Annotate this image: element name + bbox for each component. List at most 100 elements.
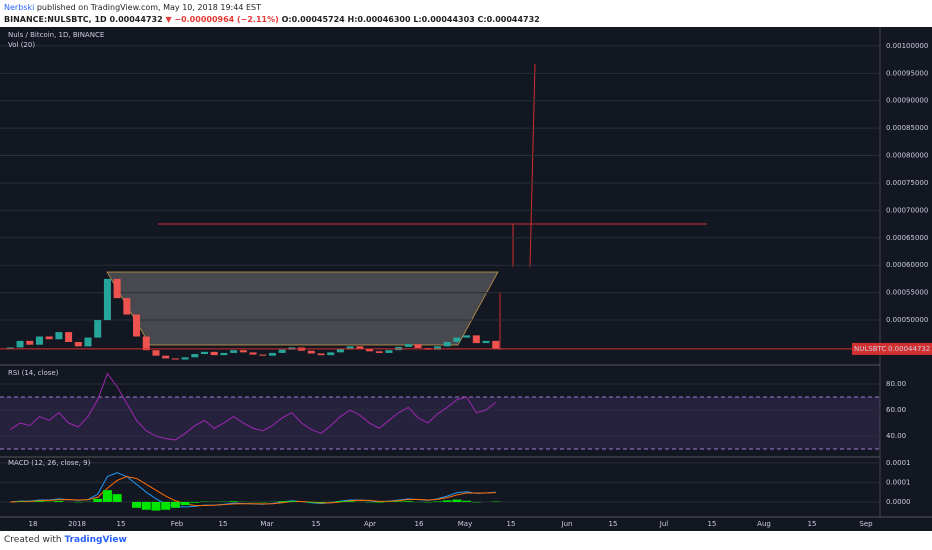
symbol: BINANCE:NULSBTC, 1D — [4, 15, 107, 24]
candle — [336, 349, 344, 353]
candle — [152, 350, 160, 356]
symbol-line: BINANCE:NULSBTC, 1D 0.00044732 ▼ −0.0000… — [4, 15, 540, 24]
x-tick-label: Feb — [171, 520, 184, 528]
candle — [201, 351, 209, 355]
drawing-line — [529, 63, 536, 268]
macd-line — [10, 476, 496, 506]
candle — [472, 335, 480, 344]
histogram-bar — [287, 501, 297, 502]
last: 0.00044732 — [109, 15, 163, 24]
candle — [123, 298, 131, 315]
y-tick-label: 0.0001 — [886, 478, 911, 486]
candle — [317, 353, 325, 356]
histogram-bar — [442, 500, 452, 502]
candle — [482, 340, 490, 344]
candle — [249, 352, 257, 355]
y-tick-label: 60.00 — [886, 406, 906, 414]
published: published on TradingView.com, May 10, 20… — [36, 3, 261, 12]
y-tick-label: 0.00080000 — [886, 152, 928, 160]
pane-title: RSI (14, close) — [8, 369, 59, 377]
candle — [162, 355, 170, 359]
candle — [366, 348, 374, 352]
background — [0, 27, 932, 531]
histogram-bar — [112, 494, 122, 502]
y-tick-label: 0.00085000 — [886, 124, 928, 132]
histogram-bar — [306, 501, 316, 503]
x-tick-label: Mar — [260, 520, 273, 528]
histogram-bar — [190, 501, 200, 503]
y-tick-label: 0.00065000 — [886, 234, 928, 242]
candle — [434, 346, 441, 350]
change: ▼ −0.00000964 (−2.11%) — [165, 15, 279, 24]
y-tick-label: 0.0001 — [886, 459, 911, 467]
candle — [55, 332, 63, 340]
histogram-bar — [335, 501, 345, 502]
candle — [113, 278, 121, 299]
price-tag — [852, 342, 932, 355]
y-tick-label: 0.00090000 — [886, 97, 928, 105]
pane-subtitle: Vol (20) — [8, 41, 35, 49]
x-tick-label: 15 — [708, 520, 717, 528]
pane-title: Nuls / Bitcoin, 1D, BINANCE — [8, 31, 104, 39]
footer: Created with TradingView — [4, 535, 127, 545]
chart: 0.00100000 0.00095000 0.00090000 0.00085000… — [0, 27, 932, 531]
x-tick-label: Jun — [561, 520, 573, 528]
histogram-bar — [277, 501, 287, 502]
candle — [375, 351, 383, 353]
x-tick-label: 18 — [29, 520, 38, 528]
histogram-bar — [345, 501, 355, 502]
created: Created with — [4, 535, 62, 545]
histogram-bar — [141, 501, 151, 510]
candle — [346, 346, 354, 350]
candle — [492, 340, 500, 349]
histogram-bar — [180, 501, 190, 506]
x-tick-label: 15 — [219, 520, 228, 528]
candle — [45, 336, 53, 340]
y-tick-label: 0.00050000 — [886, 316, 928, 324]
x-tick-label: 15 — [609, 520, 618, 528]
x-tick-label: Sep — [859, 520, 873, 528]
candle — [356, 346, 364, 349]
y-tick-label: 0.00095000 — [886, 69, 928, 77]
y-tick-label: 0.00055000 — [886, 289, 928, 297]
candle — [133, 314, 141, 337]
x-tick-label: May — [458, 520, 472, 528]
histogram-bar — [132, 501, 142, 508]
brand[interactable]: TradingView — [64, 535, 127, 545]
histogram-bar — [403, 501, 413, 502]
candle — [307, 350, 315, 354]
rsi-line — [10, 372, 497, 441]
candle — [230, 350, 238, 353]
candle — [6, 347, 14, 349]
y-tick-label: 0.0000 — [886, 498, 911, 506]
histogram-bar — [102, 490, 112, 502]
x-tick-label: 16 — [415, 520, 424, 528]
candle — [404, 344, 412, 347]
price-value: 0.00044732 — [888, 345, 930, 353]
histogram-bar — [161, 501, 171, 510]
triangle-drawing — [106, 271, 499, 346]
x-tick-label: 15 — [808, 520, 817, 528]
candle — [278, 349, 286, 353]
histogram-bar — [374, 501, 384, 503]
header-line: Nerbski published on TradingView.com, Ma… — [4, 3, 261, 12]
x-tick-label: 15 — [117, 520, 126, 528]
candle — [414, 344, 422, 349]
x-tick-label: Aug — [757, 520, 771, 528]
candle — [94, 320, 102, 338]
candle — [453, 337, 461, 342]
y-tick-label: 0.00060000 — [886, 261, 928, 269]
pane-title: MACD (12, 26, close, 9) — [8, 459, 91, 467]
x-tick-label: Apr — [364, 520, 376, 528]
candle — [84, 337, 92, 347]
rsi-band — [0, 397, 880, 450]
candle — [385, 350, 393, 353]
y-tick-label: 0.00070000 — [886, 206, 928, 214]
histogram-bar — [54, 500, 64, 502]
histogram-bar — [462, 500, 472, 502]
candle — [142, 336, 150, 351]
candle — [26, 340, 34, 345]
candle — [103, 278, 111, 321]
author[interactable]: Nerbski — [4, 3, 35, 12]
